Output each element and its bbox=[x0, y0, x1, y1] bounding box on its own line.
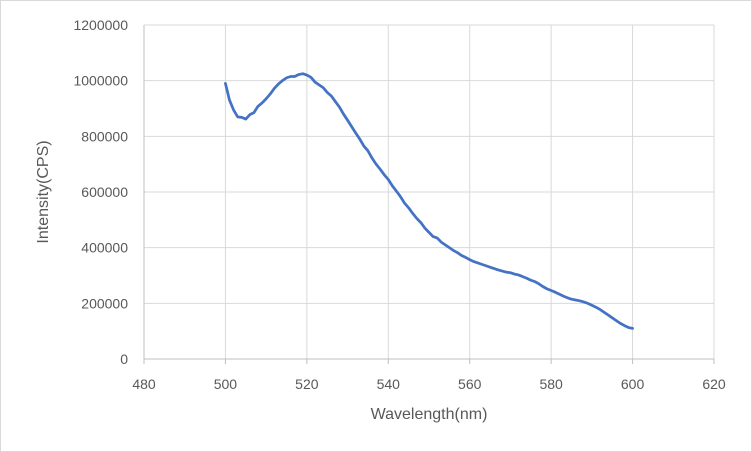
x-tick-label: 620 bbox=[702, 376, 726, 392]
x-tick-label: 580 bbox=[539, 376, 563, 392]
y-tick-label: 1000000 bbox=[73, 73, 128, 89]
y-tick-label: 800000 bbox=[81, 128, 128, 144]
y-tick-label: 200000 bbox=[81, 295, 128, 311]
y-tick-label: 400000 bbox=[81, 240, 128, 256]
x-tick-label: 540 bbox=[377, 376, 401, 392]
y-tick-label: 1200000 bbox=[73, 17, 128, 33]
axes bbox=[143, 25, 715, 364]
x-tick-label: 560 bbox=[458, 376, 482, 392]
y-tick-label: 0 bbox=[120, 351, 128, 367]
x-tick-label: 600 bbox=[621, 376, 645, 392]
x-tick-label: 500 bbox=[214, 376, 238, 392]
series-layer bbox=[224, 72, 634, 330]
x-tick-label: 480 bbox=[132, 376, 156, 392]
gridlines bbox=[144, 24, 715, 359]
series-line-1 bbox=[224, 72, 634, 330]
y-axis-title: Intensity(CPS) bbox=[35, 140, 52, 243]
x-tick-label: 520 bbox=[295, 376, 319, 392]
tick-labels: 0 200000 400000 600000 800000 1000000 1200000 4… bbox=[73, 17, 725, 392]
y-tick-label: 600000 bbox=[81, 184, 128, 200]
x-axis-title: Wavelength(nm) bbox=[371, 406, 488, 423]
